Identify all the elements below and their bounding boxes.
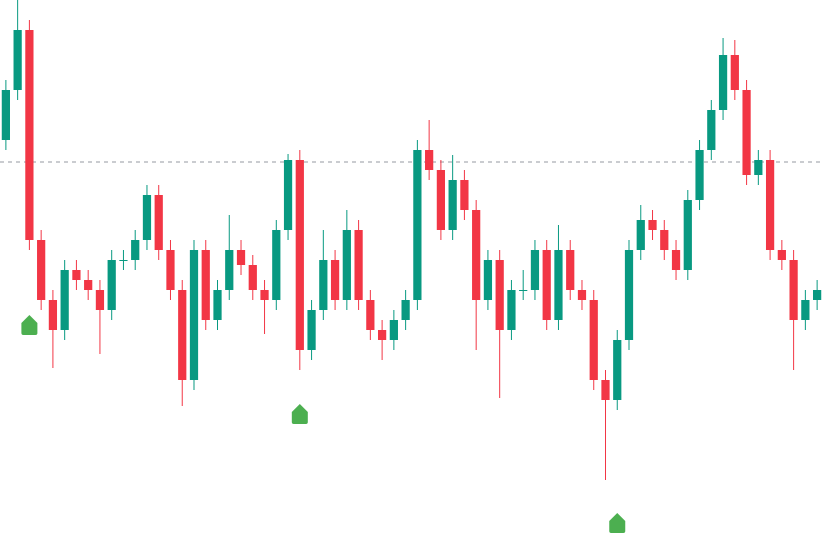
candle-body [213,290,222,320]
candle-body [577,290,587,300]
candle-body [813,290,822,300]
candle-body [95,290,105,310]
candle-body [742,90,751,175]
candle-body [636,220,645,250]
candle-body [119,260,128,261]
candle-body [131,240,140,260]
candle-body [530,250,540,290]
candle-body [248,265,257,290]
candle-body [801,300,810,320]
candle-body [448,180,457,230]
signal-marker [21,315,38,335]
candle-body [201,250,210,320]
candle-body [436,170,446,230]
signal-marker [609,513,626,533]
candle-body [178,290,187,380]
candle-body [13,30,22,90]
candle-body [671,250,681,270]
candle-body [707,110,716,150]
candle-body [542,250,551,320]
candle-body [589,300,598,380]
candle-body [519,290,528,291]
candle-body [413,150,422,300]
candle-body [789,260,798,320]
candle-body [601,380,610,400]
candle-body [754,160,763,175]
candle-body [72,270,81,280]
candle-body [460,180,469,210]
candle-body [554,250,563,320]
candle-body [84,280,93,290]
candle-body [1,90,10,140]
candle-body [648,220,657,230]
candle-body [154,195,163,250]
candle-body [377,330,387,340]
signal-marker [291,404,308,424]
candle-body [295,160,304,350]
candle-body [283,160,293,230]
candle-body [683,200,692,270]
candle-body [389,320,398,340]
candle-body [307,310,316,350]
candle-body [425,150,434,170]
candle-body [777,250,786,260]
candle-body [495,260,504,330]
candle-body [354,230,363,300]
candle-body [166,250,175,290]
candle-body [718,55,728,110]
candle-body [613,340,622,400]
candle-body [366,300,375,330]
candle-body [260,290,269,300]
candle-body [107,260,116,310]
candle-body [236,250,246,265]
candle-body [60,270,69,330]
candle-body [765,160,775,250]
candle-body [401,300,410,320]
candle-body [142,195,152,240]
candle-body [566,250,575,290]
candle-body [272,230,281,300]
candle-body [507,290,516,330]
candle-body [342,230,351,300]
candle-body [730,55,739,90]
candle-body [319,260,328,310]
candle-body [472,210,481,300]
candle-body [660,230,669,250]
candle-body [48,300,58,330]
candle-body [695,150,704,200]
candle-body [225,250,234,290]
candle-body [330,260,340,300]
candle-body [624,250,634,340]
candle-body [37,240,46,300]
candle-body [189,250,199,380]
candle-body [25,30,34,240]
candle-body [483,260,493,300]
